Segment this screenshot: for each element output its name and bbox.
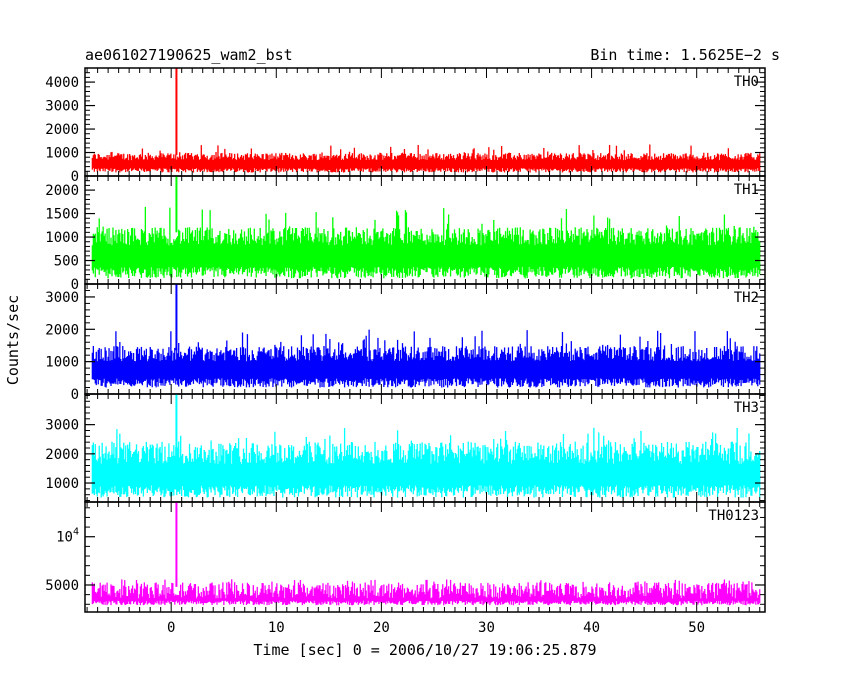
panel-label-th0: TH0	[734, 74, 759, 90]
panel-th3: 1000 2000 3000 TH3	[45, 393, 766, 503]
x-tick-label: 30	[478, 620, 495, 636]
y-tick-label: 2000	[45, 183, 79, 199]
bin-time-label: Bin time: 1.5625E−2 s	[590, 46, 780, 64]
y-tick-label: 1000	[45, 230, 79, 246]
x-tick-label: 20	[373, 620, 390, 636]
series-trace-th1	[91, 206, 761, 279]
x-tick-label: 50	[688, 620, 705, 636]
panel-th0123: 5000 104 TH0123	[45, 501, 766, 613]
y-tick-label: 1000	[45, 355, 79, 371]
series-trace-th0123	[91, 579, 761, 606]
y-tick-label: 4000	[45, 75, 79, 91]
y-axis-label: Counts/sec	[4, 295, 22, 385]
x-tick-label: 10	[268, 620, 285, 636]
series-trace-th3	[91, 427, 761, 498]
x-axis-label: Time [sec] 0 = 2006/10/27 19:06:25.879	[253, 641, 596, 659]
panel-frame	[84, 501, 766, 613]
x-tick-label: 40	[583, 620, 600, 636]
panel-label-th0123: TH0123	[708, 508, 759, 524]
y-tick-label: 2000	[45, 322, 79, 338]
panel-th0: 0 1000 2000 3000 4000 TH0	[45, 67, 766, 185]
panel-label-th1: TH1	[734, 182, 759, 198]
x-tick-label: 0	[167, 620, 175, 636]
panel-th2: 0 1000 2000 3000 TH2	[45, 283, 766, 403]
panel-th1: 0 500 1000 1500 2000 TH1	[45, 175, 766, 293]
y-tick-label: 104	[56, 527, 79, 546]
chart-title: ae061027190625_wam2_bst	[85, 46, 293, 64]
y-tick-label: 3000	[45, 418, 79, 434]
y-tick-label: 500	[54, 254, 79, 270]
y-tick-label: 5000	[45, 578, 79, 594]
y-tick-label: 1000	[45, 476, 79, 492]
y-tick-label: 2000	[45, 447, 79, 463]
y-tick-label: 2000	[45, 122, 79, 138]
series-trace-th2	[91, 329, 761, 388]
y-tick-label: 1500	[45, 207, 79, 223]
y-tick-label: 3000	[45, 290, 79, 306]
y-tick-label: 0	[71, 169, 79, 185]
y-tick-label: 0	[71, 387, 79, 403]
y-tick-label: 1000	[45, 146, 79, 162]
series-trace-th0	[91, 144, 761, 173]
panel-label-th2: TH2	[734, 290, 759, 306]
panel-label-th3: TH3	[734, 400, 759, 416]
y-tick-label: 3000	[45, 99, 79, 115]
y-tick-label: 0	[71, 277, 79, 293]
